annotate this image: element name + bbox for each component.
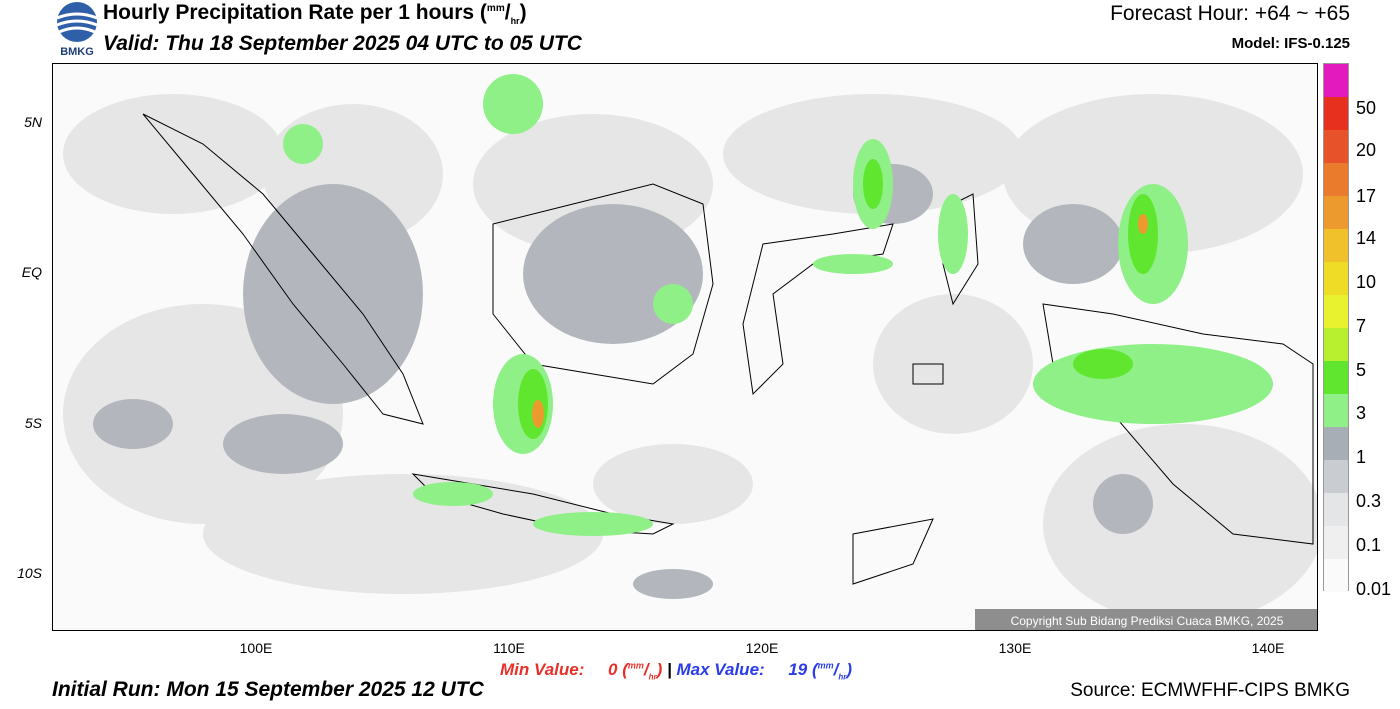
color-swatch-8 [1324, 328, 1348, 361]
color-swatch-1 [1324, 97, 1348, 130]
max-value: 19 [788, 660, 808, 679]
lon-label-120e: 120E [745, 640, 779, 656]
max-label: Max Value: [676, 660, 765, 679]
initial-run: Initial Run: Mon 15 September 2025 12 UT… [52, 678, 484, 701]
color-swatch-13 [1324, 493, 1348, 526]
color-swatch-15 [1324, 559, 1348, 592]
scale-label-0-3: 0.3 [1356, 491, 1382, 511]
title-unit-num: mm [486, 3, 505, 14]
scale-label-20: 20 [1356, 140, 1377, 160]
color-swatch-3 [1324, 163, 1348, 196]
color-swatch-12 [1324, 460, 1348, 493]
scale-label-7: 7 [1356, 316, 1367, 336]
peak-rain-cells [532, 214, 1148, 428]
scale-label-0-01: 0.01 [1356, 579, 1392, 599]
max-unit-num: mm [817, 660, 834, 671]
title-text: Hourly Precipitation Rate per 1 hours [103, 1, 475, 24]
color-swatch-11 [1324, 427, 1348, 460]
min-label: Min Value: [500, 660, 585, 679]
title-unit-den: hr [510, 16, 520, 27]
color-swatch-14 [1324, 526, 1348, 559]
min-unit-den: hr [648, 672, 657, 682]
scale-label-0-1: 0.1 [1356, 535, 1382, 555]
lat-label-5n: 5N [24, 114, 42, 130]
scale-label-5: 5 [1356, 360, 1367, 380]
lon-label-110e: 110E [493, 640, 525, 656]
lat-label-5s: 5S [24, 415, 42, 431]
color-scale-bar [1323, 63, 1349, 592]
min-value: 0 [608, 660, 618, 679]
bmkg-logo [52, 0, 102, 62]
color-swatch-7 [1324, 295, 1348, 328]
scale-label-17: 17 [1356, 186, 1377, 206]
color-swatch-10 [1324, 394, 1348, 427]
color-swatch-2 [1324, 130, 1348, 163]
lat-label-10s: 10S [17, 565, 42, 581]
precipitation-map[interactable]: Copyright Sub Bidang Prediksi Cuaca BMKG… [52, 63, 1318, 631]
coastlines [142, 113, 1314, 585]
forecast-hour: Forecast Hour: +64 ~ +65 [1110, 2, 1350, 25]
min-value-group: Min Value: 0 (mm/hr) [500, 660, 668, 682]
min-max-summary: Min Value: 0 (mm/hr) | Max Value: 19 (mm… [500, 660, 853, 682]
model-name: Model: IFS-0.125 [1231, 35, 1350, 52]
color-swatch-9 [1324, 361, 1348, 394]
scale-label-1: 1 [1356, 447, 1367, 467]
color-swatch-5 [1324, 229, 1348, 262]
lon-label-140e: 140E [1251, 640, 1285, 656]
scale-label-14: 14 [1356, 228, 1377, 248]
valid-time: Valid: Thu 18 September 2025 04 UTC to 0… [103, 32, 582, 55]
scale-label-10: 10 [1356, 272, 1377, 292]
copyright-notice: Copyright Sub Bidang Prediksi Cuaca BMKG… [975, 609, 1317, 630]
moderate-rain-field [93, 164, 1153, 599]
color-swatch-4 [1324, 196, 1348, 229]
lon-label-100e: 100E [239, 640, 273, 656]
scale-label-3: 3 [1356, 403, 1367, 423]
data-source: Source: ECMWFHF-CIPS BMKG [1070, 680, 1350, 701]
lat-label-eq: EQ [21, 264, 42, 280]
color-swatch-0 [1324, 64, 1348, 97]
color-swatch-6 [1324, 262, 1348, 295]
scale-label-50: 50 [1356, 98, 1377, 118]
min-unit-num: mm [627, 660, 644, 671]
max-unit-den: hr [838, 672, 847, 682]
map-canvas [53, 64, 1317, 630]
logo-text: BMKG [60, 46, 94, 58]
lon-label-130e: 130E [998, 640, 1032, 656]
max-value-group: Max Value: 19 (mm/hr) [676, 660, 853, 682]
map-title: Hourly Precipitation Rate per 1 hours (m… [103, 1, 527, 27]
